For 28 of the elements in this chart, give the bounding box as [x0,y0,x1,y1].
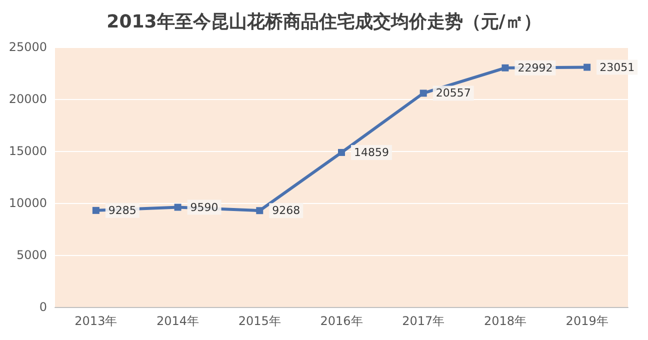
y-tick-label: 10000 [8,196,47,210]
x-tick-label: 2018年 [484,314,526,328]
x-tick-label: 2019年 [566,314,608,328]
data-label: 14859 [354,146,389,159]
x-tick-label: 2013年 [74,314,118,328]
point [256,207,264,214]
x-tick-label: 2014年 [156,314,200,328]
point [420,90,427,97]
data-label: 9285 [108,204,136,217]
y-tick-label: 15000 [8,144,47,158]
point [174,204,182,211]
y-tick-label: 20000 [8,92,47,106]
x-tick-label: 2015年 [238,314,281,328]
data-label: 9590 [190,200,218,214]
y-tick-label: 25000 [8,40,47,54]
x-tick-label: 2016年 [320,314,363,328]
point [584,64,591,71]
y-tick-label: 0 [39,300,47,314]
data-label: 9268 [272,204,300,218]
x-tick-label: 2017年 [402,314,445,328]
point [92,206,100,214]
data-label: 22992 [518,61,553,74]
data-label: 20557 [436,86,471,100]
point [502,64,509,72]
data-label: 23051 [600,60,635,74]
point [338,148,345,156]
chart-title: 2013年至今昆山花桥商品住宅成交均价走势（元/㎡） [106,12,542,32]
y-tick-label: 5000 [16,248,47,262]
